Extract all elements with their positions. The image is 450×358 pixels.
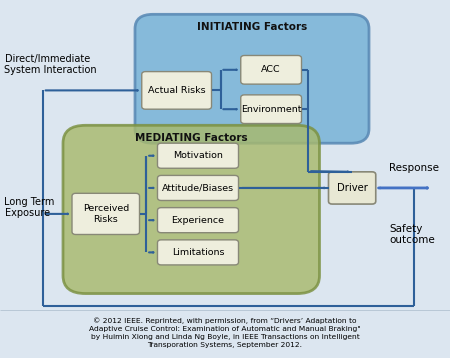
Text: Perceived
Risks: Perceived Risks <box>83 204 129 224</box>
FancyBboxPatch shape <box>158 240 239 265</box>
Text: © 2012 IEEE. Reprinted, with permission, from “Drivers’ Adaptation to
Adaptive C: © 2012 IEEE. Reprinted, with permission,… <box>89 317 361 348</box>
FancyBboxPatch shape <box>158 175 239 200</box>
FancyBboxPatch shape <box>241 95 302 124</box>
Text: Environment: Environment <box>241 105 302 114</box>
FancyBboxPatch shape <box>63 125 320 294</box>
Text: Direct/Immediate
System Interaction: Direct/Immediate System Interaction <box>4 54 97 75</box>
FancyBboxPatch shape <box>158 143 239 168</box>
Text: Motivation: Motivation <box>173 151 223 160</box>
Text: ACC: ACC <box>261 65 281 74</box>
Text: Limitations: Limitations <box>172 248 224 257</box>
FancyBboxPatch shape <box>241 55 302 84</box>
FancyBboxPatch shape <box>142 72 212 109</box>
Text: Response: Response <box>389 163 439 173</box>
FancyBboxPatch shape <box>158 208 239 233</box>
Text: Experience: Experience <box>171 216 225 225</box>
Text: Driver: Driver <box>337 183 368 193</box>
FancyBboxPatch shape <box>135 14 369 143</box>
Text: Long Term
Exposure: Long Term Exposure <box>4 197 55 218</box>
Text: Attitude/Biases: Attitude/Biases <box>162 183 234 193</box>
Text: Safety
outcome: Safety outcome <box>389 224 435 245</box>
Text: INITIATING Factors: INITIATING Factors <box>197 22 307 32</box>
FancyBboxPatch shape <box>328 172 376 204</box>
Text: Actual Risks: Actual Risks <box>148 86 206 95</box>
FancyBboxPatch shape <box>72 193 140 234</box>
Text: MEDIATING Factors: MEDIATING Factors <box>135 133 248 143</box>
